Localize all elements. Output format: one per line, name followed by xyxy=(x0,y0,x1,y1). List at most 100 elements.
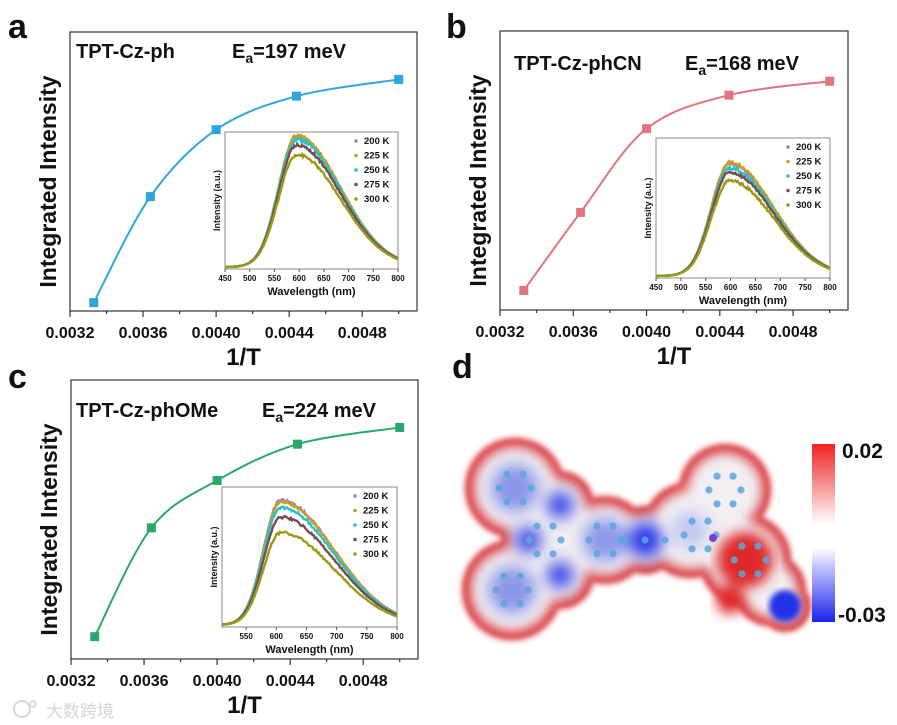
inset-pl-spectra: 450 500 550 600 650 700 750 800 Wavelength (nm) I… xyxy=(643,137,837,307)
atom xyxy=(593,522,601,530)
data-point xyxy=(724,90,734,100)
atom xyxy=(533,550,541,558)
inset-x-tick-label: 550 xyxy=(268,274,282,283)
activation-energy: Ea=224 meV xyxy=(262,400,377,425)
ea-symbol: E xyxy=(262,400,275,422)
atom xyxy=(738,570,746,578)
plot-frame xyxy=(69,31,418,312)
inset-x-tick-label: 800 xyxy=(390,632,404,641)
inset-x-tick-label: 550 xyxy=(699,283,713,292)
atom xyxy=(704,517,712,525)
data-point xyxy=(211,125,221,135)
esp-negative-regions xyxy=(488,464,708,614)
compound-name: TPT-Cz-ph xyxy=(76,41,175,63)
atom xyxy=(680,531,688,539)
atom xyxy=(737,486,745,494)
inset-y-axis-label: Intensity (a.u.) xyxy=(212,170,222,231)
atom xyxy=(754,542,762,550)
legend-label: 250 K xyxy=(796,171,821,182)
data-point xyxy=(90,632,100,642)
inset-x-tick-label: 750 xyxy=(367,274,381,283)
legend-label: 200 K xyxy=(363,491,388,502)
inset-x-tick-label: 800 xyxy=(391,274,405,283)
atom xyxy=(641,536,649,544)
x-tick-label: 0.0048 xyxy=(338,325,387,342)
legend-marker xyxy=(353,494,357,498)
legend-label: 300 K xyxy=(796,200,821,211)
atom xyxy=(527,484,535,492)
panel-d: d 0.02 -0.03 xyxy=(452,348,886,640)
inset-x-tick-label: 750 xyxy=(360,632,374,641)
inset-x-tick-label: 450 xyxy=(218,274,232,283)
ea-value: =197 meV xyxy=(253,41,347,63)
spectrum-300k xyxy=(222,530,398,626)
inset-x-tick-label: 600 xyxy=(724,283,738,292)
atom xyxy=(495,484,503,492)
legend-marker xyxy=(353,508,357,513)
data-point xyxy=(212,475,222,485)
data-point xyxy=(292,439,302,449)
atom xyxy=(503,498,511,506)
esp-cyano-negative xyxy=(769,590,801,622)
x-axis-label: 1/T xyxy=(657,343,692,370)
inset-pl-spectra: 450 500 550 600 650 700 750 800 Wavelength (nm) I… xyxy=(212,131,405,298)
atom xyxy=(609,550,617,558)
x-tick-label: 0.0036 xyxy=(119,325,168,342)
atom xyxy=(549,550,557,558)
atom xyxy=(754,570,762,578)
data-point xyxy=(642,124,652,134)
data-point xyxy=(825,76,835,86)
legend-marker xyxy=(353,552,357,556)
atom xyxy=(492,586,500,594)
data-point xyxy=(395,422,405,432)
atom xyxy=(762,556,770,564)
legend-marker xyxy=(354,168,358,172)
data-point xyxy=(519,285,529,295)
atom xyxy=(519,498,527,506)
legend-marker xyxy=(786,174,790,178)
x-tick-label: 0.0048 xyxy=(339,673,388,690)
panel-label-b: b xyxy=(446,8,467,46)
inset-x-axis-label: Wavelength (nm) xyxy=(267,286,356,298)
inset-x-tick-label: 500 xyxy=(674,283,688,292)
atom xyxy=(688,545,696,553)
legend-label: 300 K xyxy=(364,194,389,205)
x-tick-label: 0.0044 xyxy=(695,324,744,341)
activation-energy: Ea=168 meV xyxy=(685,53,800,78)
spectrum-275k xyxy=(221,514,398,626)
inset-x-tick-label: 750 xyxy=(798,283,812,292)
atom xyxy=(519,470,527,478)
inset-y-axis-label: Intensity (a.u.) xyxy=(643,177,653,238)
inset-x-tick-label: 550 xyxy=(239,632,253,641)
data-point xyxy=(576,207,586,217)
atom xyxy=(705,486,713,494)
inset-x-tick-label: 500 xyxy=(243,274,257,283)
legend-label: 225 K xyxy=(364,151,389,162)
panel-c: c 0.0032 0.0036 0.0040 0.0044 0.0048 1/T Integr… xyxy=(8,358,419,719)
atom xyxy=(704,545,712,553)
y-axis-label: Integrated Intensity xyxy=(36,423,62,635)
inset-x-tick-label: 800 xyxy=(823,283,837,292)
compound-name: TPT-Cz-phCN xyxy=(514,53,642,75)
molecule-esp-surface xyxy=(462,438,811,640)
panel-label-c: c xyxy=(8,358,27,396)
panel-b: b 0.0032 0.0036 0.0040 0.0044 0.0048 1/T Integr… xyxy=(446,8,849,370)
legend-marker xyxy=(354,182,358,187)
x-axis-label: 1/T xyxy=(227,692,262,719)
legend-label: 250 K xyxy=(364,165,389,176)
x-tick-label: 0.0036 xyxy=(120,673,169,690)
atom xyxy=(713,500,721,508)
inset-x-tick-label: 650 xyxy=(749,283,763,292)
inset-x-tick-label: 700 xyxy=(330,632,344,641)
inset-x-tick-label: 700 xyxy=(342,274,356,283)
atom xyxy=(525,536,533,544)
legend-marker xyxy=(354,197,358,201)
legend-marker xyxy=(353,537,357,542)
inset-x-tick-label: 700 xyxy=(774,283,788,292)
atom xyxy=(516,600,524,608)
atom xyxy=(524,586,532,594)
atom xyxy=(585,536,593,544)
inset-x-tick-label: 450 xyxy=(649,283,663,292)
panel-label-d: d xyxy=(452,348,473,386)
atom xyxy=(621,536,629,544)
